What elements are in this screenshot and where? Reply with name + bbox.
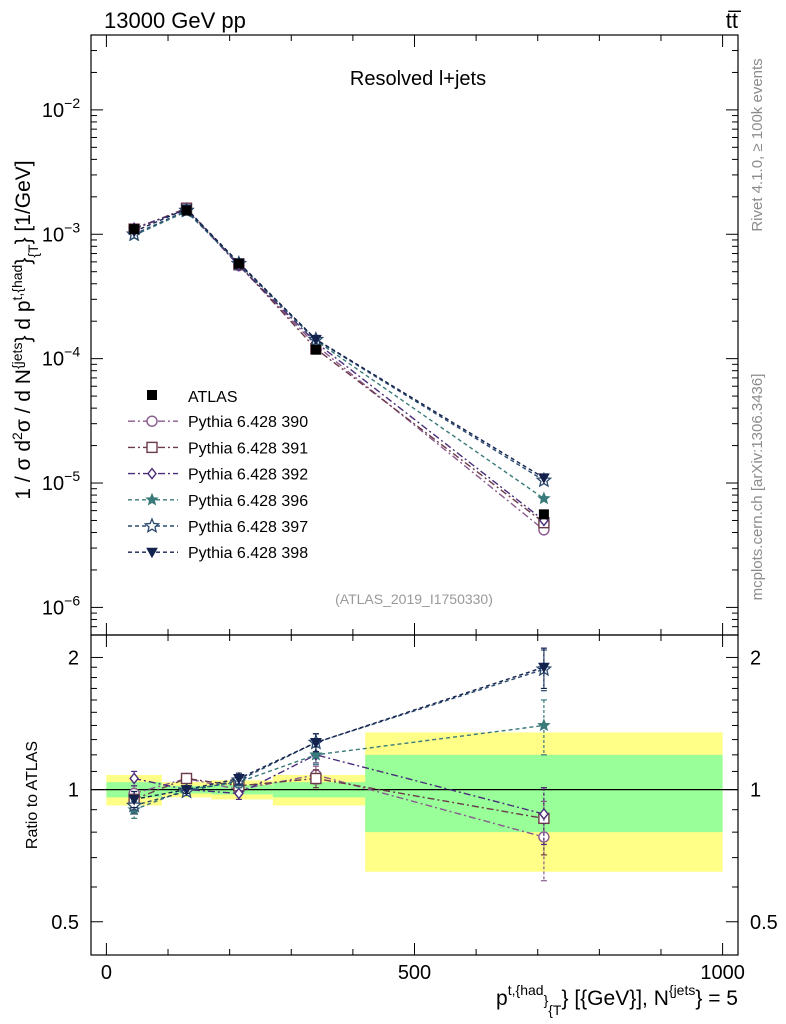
header-process: tt̅ [726,8,742,33]
legend-marker [146,547,158,559]
y-tick-label: 10−3 [42,219,80,246]
atlas-data-point [310,344,321,355]
atlas-data-point [181,205,192,216]
atlas-data-point [233,258,244,269]
legend-label: Pythia 6.428 398 [188,545,308,562]
series-line-main [133,209,545,481]
plot-title: Resolved l+jets [350,68,486,90]
legend-marker-atlas [147,390,157,400]
series-marker-ratio [128,794,140,806]
ratio-tick-label-right: 0.5 [750,912,778,934]
y-tick-label: 10−6 [42,592,80,619]
series-line-main [133,208,545,479]
ratio-panel [125,647,553,882]
legend-label: Pythia 6.428 392 [188,467,308,484]
legend-marker [143,517,161,534]
series-marker-main [310,334,322,346]
series-line-main [133,208,545,531]
legend-marker [146,415,158,427]
legend-label-atlas: ATLAS [188,389,238,406]
legend-marker [145,492,159,506]
series-marker-ratio [310,738,322,749]
legend-label: Pythia 6.428 390 [188,414,308,431]
ratio-tick-label-right: 2 [750,647,761,669]
series-line-main [133,210,545,500]
x-axis-label: pt,{had}{T} [{GeV}], N{jets} = 5 [496,982,738,1018]
y-axis-label-main: 1 / σ d2σ / d N{jets} d pt,{had}{T} [1/G… [9,160,41,499]
legend-marker [146,441,158,454]
x-tick-label: 1000 [700,962,745,984]
series-marker-ratio [539,807,549,821]
series-marker-ratio [233,787,244,800]
legend-label: Pythia 6.428 396 [188,493,308,510]
ratio-tick-label: 2 [68,647,79,669]
legend-marker [147,467,157,480]
series-marker-main [538,473,550,484]
legend-label: Pythia 6.428 391 [188,440,308,457]
series-marker-ratio [310,772,322,785]
ratio-tick-label: 0.5 [51,912,79,934]
series-marker-main [537,491,551,505]
series-marker-ratio [538,662,550,674]
series-marker-ratio [129,772,140,785]
ratio-tick-label-right: 1 [750,780,761,802]
legend: ATLAS Pythia 6.428 390 Pythia 6.428 391 Pyt… [128,389,308,562]
series-marker-ratio [309,747,323,761]
y-axis-label-ratio: Ratio to ATLAS [24,741,41,849]
ratio-tick-label: 1 [68,780,79,802]
series-marker-ratio [538,831,550,843]
atlas-data-point [129,224,140,235]
analysis-id: (ATLAS_2019_I1750330) [335,591,493,607]
legend-label: Pythia 6.428 397 [188,519,308,536]
main-panel [125,201,553,536]
atlas-data-point [538,509,549,520]
axes: 0 500 1000 10−6 10−5 10−4 10−3 10−2 0.5 0.5 1 1 2 2 [42,34,778,984]
series-marker-ratio [180,772,193,785]
y-tick-label: 10−4 [42,344,80,371]
y-tick-label: 10−5 [42,468,80,495]
rivet-label: Rivet 4.1.0, ≥ 100k events [749,58,766,231]
mcplots-label: mcplots.cern.ch [arXiv:1306.3436] [749,374,766,601]
x-tick-label: 500 [398,962,431,984]
y-tick-label: 10−2 [42,95,80,122]
series-marker-ratio [233,773,245,785]
series-marker-ratio [180,785,193,796]
series-marker-ratio [537,718,551,732]
header-collision: 13000 GeV pp [104,8,246,33]
x-tick-label: 0 [101,962,112,984]
